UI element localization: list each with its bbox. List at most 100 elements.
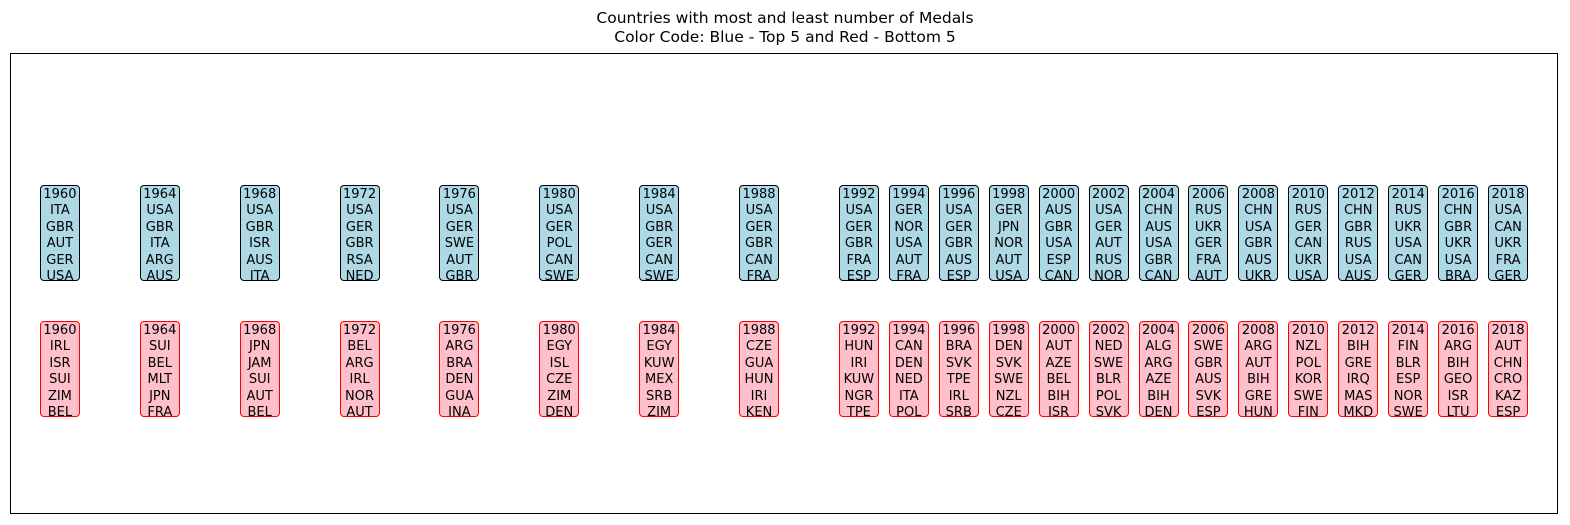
country-code: FRA xyxy=(896,269,922,285)
country-code: JAM xyxy=(247,355,272,371)
country-code: RUS xyxy=(1344,236,1372,252)
country-code: ISL xyxy=(549,355,569,371)
country-code: ESP xyxy=(1396,372,1421,388)
country-code: GBR xyxy=(145,219,174,235)
country-code: ARG xyxy=(345,355,374,371)
country-code: BLR xyxy=(1095,372,1122,388)
country-code: USA xyxy=(1145,236,1172,252)
top5-box-2002: 2002 USA GER AUT RUS NOR xyxy=(1088,185,1129,284)
box-year: 2016 xyxy=(1441,187,1475,202)
country-code: EGY xyxy=(546,339,573,355)
country-code: GUA xyxy=(445,388,474,404)
country-code: AUS xyxy=(1045,203,1072,219)
country-code: CAN xyxy=(745,252,773,268)
country-code: GER xyxy=(995,203,1023,219)
box-year: 1972 xyxy=(343,187,377,202)
box-year: 1960 xyxy=(43,323,77,338)
bottom5-box-1998: 1998 DEN SVK SWE NZL CZE xyxy=(988,321,1029,420)
country-code: ZIM xyxy=(547,388,572,404)
box-year: 1964 xyxy=(143,323,177,338)
box-year: 1984 xyxy=(642,323,676,338)
country-code: ITA xyxy=(50,203,70,219)
country-code: USA xyxy=(445,203,473,219)
country-code: CHN xyxy=(1343,203,1373,219)
country-code: NOR xyxy=(1393,388,1423,404)
country-code: AUS xyxy=(1245,252,1272,268)
bottom5-box-1960: 1960 IRL ISR SUI ZIM BEL xyxy=(39,321,80,420)
country-code: UKR xyxy=(1244,269,1272,285)
plot-area xyxy=(10,53,1558,514)
box-year: 1960 xyxy=(43,187,77,202)
country-code: BIH xyxy=(1047,388,1070,404)
country-code: UKR xyxy=(1294,252,1322,268)
country-code: GBR xyxy=(1444,219,1473,235)
country-code: GBR xyxy=(1044,219,1073,235)
country-code: GER xyxy=(1094,219,1123,235)
country-code: AUT xyxy=(46,236,74,252)
country-code: GER xyxy=(845,219,873,235)
top5-box-2008: 2008 CHN USA GBR AUS UKR xyxy=(1238,185,1279,284)
country-code: ARG xyxy=(445,339,474,355)
country-code: AUT xyxy=(1494,339,1522,355)
box-year: 2012 xyxy=(1341,323,1375,338)
box-year: 2014 xyxy=(1391,323,1425,338)
country-code: BIH xyxy=(1346,339,1370,355)
country-code: SWE xyxy=(1193,339,1224,355)
country-code: EGY xyxy=(646,339,672,355)
box-year: 1994 xyxy=(892,187,926,202)
top5-box-1972: 1972 USA GER GBR RSA NED xyxy=(339,185,380,284)
box-year: 1998 xyxy=(992,323,1026,338)
top5-box-2012: 2012 CHN GBR RUS USA AUS xyxy=(1338,185,1379,284)
country-code: ESP xyxy=(946,269,971,285)
country-code: JPN xyxy=(149,388,171,404)
top5-box-2016: 2016 CHN GBR UKR USA BRA xyxy=(1438,185,1479,284)
country-code: USA xyxy=(1394,236,1422,252)
bottom5-box-1972: 1972 BEL ARG IRL NOR AUT xyxy=(339,321,380,420)
country-code: ESP xyxy=(846,269,872,285)
country-code: MLT xyxy=(147,372,173,388)
box-year: 1984 xyxy=(642,187,676,202)
country-code: BIH xyxy=(1147,388,1170,404)
country-code: BRA xyxy=(446,355,473,371)
country-code: POL xyxy=(1295,355,1321,371)
country-code: CZE xyxy=(745,339,773,355)
country-code: CAN xyxy=(1044,269,1073,285)
box-year: 2012 xyxy=(1341,187,1375,202)
country-code: CZE xyxy=(995,405,1022,421)
country-code: DEN xyxy=(894,355,923,371)
bottom5-box-1976: 1976 ARG BRA DEN GUA INA xyxy=(439,321,480,420)
top5-box-2000: 2000 AUS GBR USA ESP CAN xyxy=(1038,185,1079,284)
country-code: RSA xyxy=(346,252,373,268)
country-code: SUI xyxy=(148,339,171,355)
box-year: 1980 xyxy=(542,323,576,338)
bottom5-box-1968: 1968 JPN JAM SUI AUT BEL xyxy=(239,321,280,420)
country-code: CZE xyxy=(546,372,573,388)
country-code: RUS xyxy=(1294,203,1322,219)
country-code: DEN xyxy=(994,339,1023,355)
top5-box-1994: 1994 GER NOR USA AUT FRA xyxy=(888,185,929,284)
country-code: INA xyxy=(448,405,471,421)
box-year: 1968 xyxy=(243,187,277,202)
top5-box-1996: 1996 USA GER GBR AUS ESP xyxy=(938,185,979,284)
box-year: 2016 xyxy=(1441,323,1475,338)
country-code: FRA xyxy=(846,252,872,268)
country-code: BEL xyxy=(347,339,372,355)
country-code: RUS xyxy=(1195,203,1222,219)
country-code: ISR xyxy=(1048,405,1070,421)
country-code: GRE xyxy=(1244,388,1273,404)
box-year: 1992 xyxy=(842,187,876,202)
country-code: AUS xyxy=(246,252,273,268)
top5-box-1998: 1998 GER JPN NOR AUT USA xyxy=(988,185,1029,284)
country-code: GER xyxy=(1194,236,1223,252)
country-code: USA xyxy=(845,203,873,219)
country-code: GER xyxy=(895,203,923,219)
country-code: CRO xyxy=(1493,372,1523,388)
country-code: FRA xyxy=(746,269,772,285)
country-code: AUT xyxy=(995,252,1022,268)
bottom5-box-2016: 2016 ARG BIH GEO ISR LTU xyxy=(1438,321,1479,420)
country-code: NOR xyxy=(345,388,375,404)
country-code: BEL xyxy=(247,405,272,421)
country-code: KUW xyxy=(643,355,675,371)
country-code: ISR xyxy=(49,355,71,371)
country-code: BIH xyxy=(1247,372,1270,388)
